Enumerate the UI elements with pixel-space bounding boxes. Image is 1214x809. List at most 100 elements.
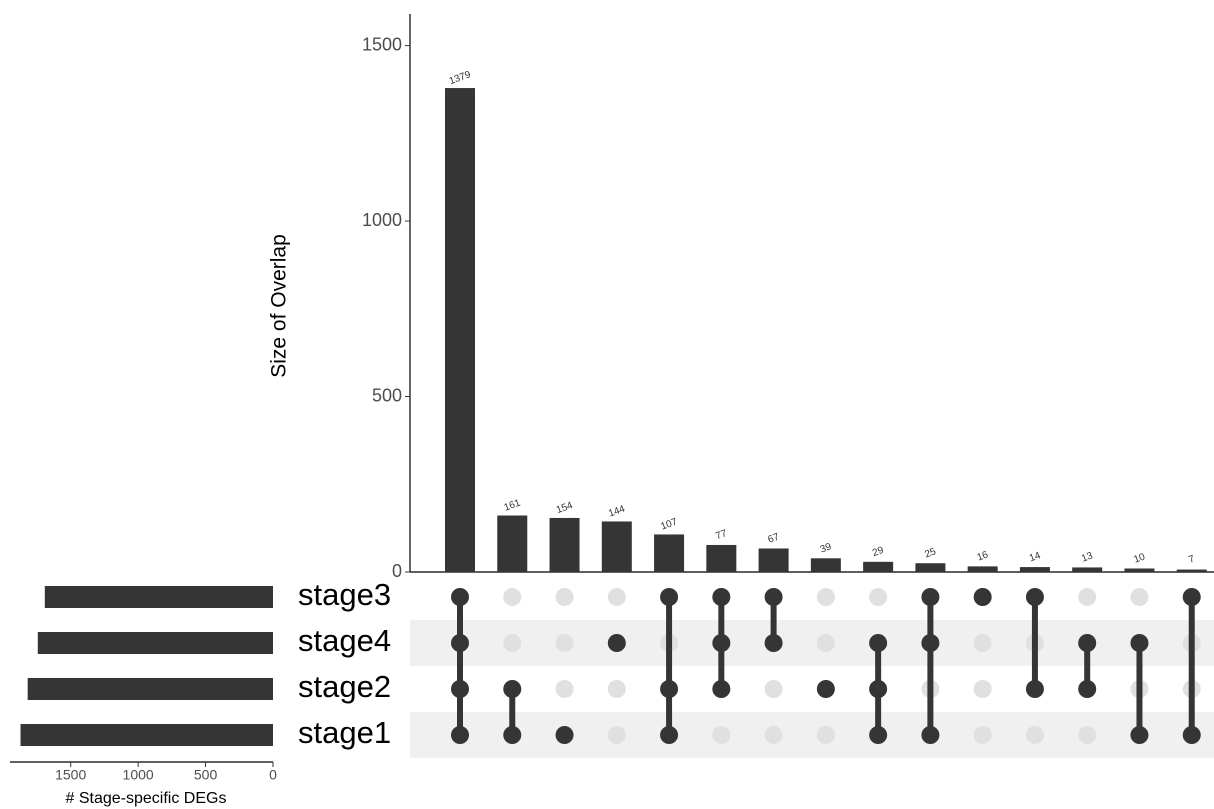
- active-dot: [869, 680, 888, 698]
- value-label: 39: [819, 541, 834, 555]
- active-dot: [921, 634, 940, 652]
- value-label: 16: [976, 549, 991, 563]
- active-dot: [451, 588, 469, 606]
- active-dot: [921, 726, 940, 744]
- y-tick-label: 1500: [362, 34, 402, 54]
- inactive-dot: [555, 680, 574, 698]
- set-size-bar: [20, 724, 273, 746]
- set-size-bar: [44, 586, 274, 608]
- active-dot: [1130, 634, 1149, 652]
- value-label: 107: [659, 516, 679, 532]
- inactive-dot: [555, 634, 574, 652]
- inactive-dot: [712, 726, 731, 744]
- inactive-dot: [764, 726, 783, 744]
- set-label: stage2: [298, 669, 391, 704]
- active-dot: [869, 634, 888, 652]
- active-dot: [503, 680, 522, 698]
- active-dot: [503, 726, 522, 744]
- active-dot: [764, 634, 783, 652]
- bar: [1019, 567, 1050, 572]
- inactive-dot: [816, 726, 835, 744]
- inactive-dot: [973, 726, 992, 744]
- inactive-dot: [1078, 726, 1097, 744]
- set-size-bar: [37, 632, 274, 654]
- bar: [445, 88, 475, 572]
- set-size-tick-label: 1000: [123, 767, 154, 783]
- bar: [1072, 567, 1103, 572]
- active-dot: [1182, 588, 1201, 606]
- active-dot: [1078, 634, 1097, 652]
- inactive-dot: [555, 588, 574, 606]
- set-size-axis-label: # Stage-specific DEGs: [66, 790, 227, 807]
- active-dot: [712, 588, 731, 606]
- bar: [549, 517, 580, 572]
- bar: [706, 544, 737, 572]
- value-label: 25: [923, 546, 938, 560]
- inactive-dot: [503, 634, 522, 652]
- value-label: 1379: [448, 69, 473, 87]
- active-dot: [660, 680, 679, 698]
- active-dot: [1182, 726, 1201, 744]
- active-dot: [712, 680, 731, 698]
- bar: [967, 566, 998, 572]
- inactive-dot: [607, 726, 626, 744]
- active-dot: [1130, 726, 1149, 744]
- inactive-dot: [869, 588, 888, 606]
- bar: [863, 561, 894, 572]
- set-label: stage1: [298, 715, 391, 750]
- bar: [915, 563, 946, 572]
- active-dot: [451, 634, 469, 652]
- active-dot: [712, 634, 731, 652]
- active-dot: [973, 588, 992, 606]
- bar: [1176, 569, 1207, 572]
- value-label: 29: [871, 545, 886, 559]
- value-label: 10: [1132, 551, 1147, 565]
- active-dot: [764, 588, 783, 606]
- value-label: 7: [1187, 553, 1196, 565]
- inactive-dot: [1130, 588, 1149, 606]
- active-dot: [869, 726, 888, 744]
- value-label: 144: [607, 503, 627, 519]
- y-axis-label: Size of Overlap: [268, 234, 291, 378]
- y-tick-label: 0: [392, 561, 402, 581]
- active-dot: [555, 726, 574, 744]
- inactive-dot: [973, 634, 992, 652]
- inactive-dot: [764, 680, 783, 698]
- set-label: stage3: [298, 577, 391, 612]
- inactive-dot: [973, 680, 992, 698]
- set-label: stage4: [298, 623, 391, 658]
- active-dot: [1025, 680, 1044, 698]
- value-label: 154: [555, 500, 575, 516]
- value-label: 14: [1028, 550, 1043, 564]
- bar: [810, 558, 841, 572]
- active-dot: [816, 680, 835, 698]
- bar: [654, 534, 685, 572]
- bar: [497, 515, 528, 572]
- active-dot: [660, 726, 679, 744]
- inactive-dot: [607, 588, 626, 606]
- inactive-dot: [816, 588, 835, 606]
- active-dot: [451, 680, 469, 698]
- active-dot: [660, 588, 679, 606]
- active-dot: [921, 588, 940, 606]
- set-size-tick-label: 1500: [55, 767, 86, 783]
- value-label: 67: [767, 531, 782, 545]
- inactive-dot: [816, 634, 835, 652]
- value-label: 161: [503, 497, 523, 513]
- y-tick-label: 500: [372, 385, 402, 405]
- set-size-tick-label: 0: [269, 767, 277, 783]
- inactive-dot: [1025, 726, 1044, 744]
- active-dot: [1025, 588, 1044, 606]
- active-dot: [451, 726, 469, 744]
- active-dot: [1078, 680, 1097, 698]
- inactive-dot: [1078, 588, 1097, 606]
- value-label: 77: [714, 528, 729, 542]
- value-label: 13: [1080, 550, 1095, 564]
- inactive-dot: [607, 680, 626, 698]
- set-size-tick-label: 500: [194, 767, 218, 783]
- active-dot: [607, 634, 626, 652]
- set-size-bar: [27, 678, 273, 700]
- y-tick-label: 1000: [362, 210, 402, 230]
- bar: [1124, 568, 1155, 572]
